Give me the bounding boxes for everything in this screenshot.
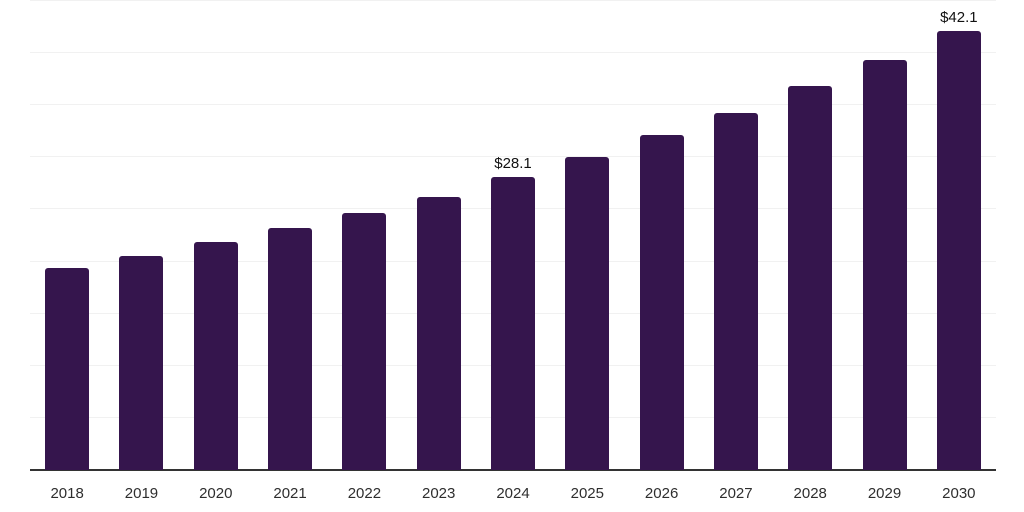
x-tick-2024: 2024: [496, 485, 530, 502]
x-tick-2030: 2030: [942, 485, 976, 502]
bar-2021: [268, 228, 313, 470]
x-tick-2019: 2019: [124, 485, 159, 502]
bar-2022: [342, 213, 387, 470]
gridline: [30, 156, 996, 158]
bar-2030: [936, 31, 981, 470]
x-tick-2028: 2028: [793, 485, 827, 502]
bar-2018: [45, 268, 90, 470]
bar-2026: [639, 135, 684, 470]
x-tick-2018: 2018: [50, 485, 84, 502]
x-tick-2026: 2026: [644, 485, 679, 502]
x-tick-2023: 2023: [422, 485, 456, 502]
x-tick-2029: 2029: [867, 485, 902, 502]
x-tick-2025: 2025: [570, 485, 604, 502]
bar-2029: [862, 60, 907, 470]
gridline: [30, 0, 996, 1]
x-tick-2027: 2027: [719, 485, 753, 502]
bar-2020: [193, 242, 238, 470]
gridline: [30, 104, 996, 106]
x-tick-2022: 2022: [347, 485, 382, 502]
bar-2024: [491, 177, 535, 470]
bar-2025: [565, 157, 610, 470]
bar-2019: [119, 256, 164, 470]
bar-2028: [788, 86, 833, 470]
value-label-2030: $42.1: [940, 9, 978, 26]
bar-2027: [713, 113, 758, 470]
value-label-2024: $28.1: [494, 155, 532, 172]
gridline: [30, 52, 996, 54]
x-tick-2021: 2021: [273, 485, 307, 502]
bar-2023: [416, 197, 461, 470]
x-tick-2020: 2020: [199, 485, 233, 502]
